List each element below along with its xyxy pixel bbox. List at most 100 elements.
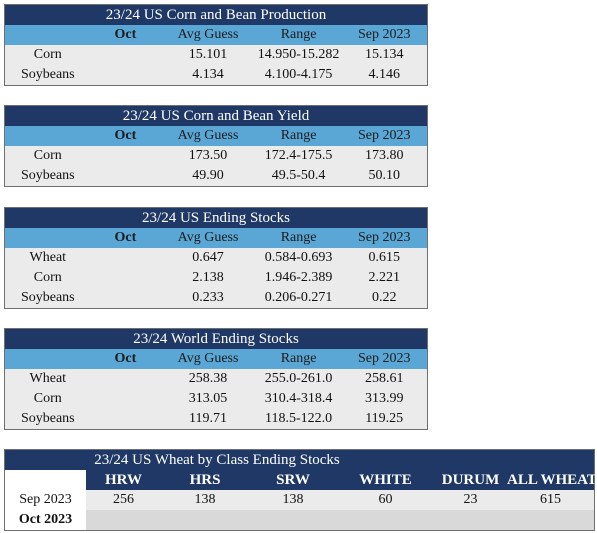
cell-oct	[91, 268, 161, 288]
header-cell-label	[5, 349, 91, 369]
cell-range: 255.0-261.0	[264, 371, 333, 386]
header-cell-hrw: HRW	[105, 472, 142, 488]
header-cell-avg-guess: Avg Guess	[177, 27, 239, 42]
cell-avg-guess: 173.50	[188, 148, 228, 163]
cell-range: 0.584-0.693	[264, 250, 333, 265]
cell-sep-2023: 173.80	[364, 148, 404, 163]
header-cell-oct: Oct	[114, 230, 137, 245]
cell-srw: 138	[282, 492, 304, 507]
cell-avg-guess: 119.71	[189, 411, 228, 426]
cell-range: 14.950-15.282	[257, 47, 340, 62]
header-cell-avg-guess: Avg Guess	[177, 128, 239, 143]
cell-sep-2023: 4.146	[368, 67, 400, 82]
cell-sep-2023: 50.10	[368, 168, 400, 183]
table-row: Soybeans 49.90 49.5-50.4 50.10	[5, 166, 427, 186]
header-cell-all-wheat: ALL WHEAT	[507, 472, 597, 488]
cell-avg-guess: 0.647	[192, 250, 224, 265]
header-cell-oct: Oct	[114, 128, 137, 143]
table-title: 23/24 US Corn and Bean Yield	[5, 106, 427, 126]
cell-all-wheat: 615	[540, 492, 561, 507]
table-title: 23/24 US Corn and Bean Production	[5, 5, 427, 25]
title-bar-extension	[429, 450, 594, 470]
table-row: Corn 173.50 172.4-175.5 173.80	[5, 146, 427, 166]
us-ending-stocks-table: 23/24 US Ending Stocks Oct Avg Guess Range S…	[4, 207, 428, 309]
table-row: Wheat 258.38 255.0-261.0 258.61	[5, 369, 427, 389]
row-label: Sep 2023	[5, 490, 86, 510]
cell-oct	[91, 65, 161, 85]
cell-avg-guess: 4.134	[192, 67, 224, 82]
wheat-class-table: 23/24 US Wheat by Class Ending Stocks HR…	[4, 449, 597, 531]
cell-avg-guess: 15.101	[188, 47, 228, 62]
cell-hrw	[86, 510, 161, 530]
cell-range: 118.5-122.0	[265, 411, 333, 426]
header-cell-sep-2023: Sep 2023	[357, 128, 411, 143]
cell-hrs	[161, 510, 249, 530]
header-cell-blank	[5, 470, 86, 490]
cell-hrs: 138	[194, 492, 216, 507]
table-row: Wheat 0.647 0.584-0.693 0.615	[5, 248, 427, 268]
header-cell-srw: SRW	[276, 472, 310, 488]
table-title: 23/24 US Ending Stocks	[5, 208, 427, 228]
cell-hrw: 256	[113, 492, 134, 507]
table-row: Corn 2.138 1.946-2.389 2.221	[5, 268, 427, 288]
cell-sep-2023: 0.22	[371, 290, 397, 305]
header-cell-avg-guess: Avg Guess	[177, 230, 239, 245]
header-cell-range: Range	[280, 128, 317, 143]
table-row: Corn 15.101 14.950-15.282 15.134	[5, 45, 427, 65]
cell-label: Corn	[33, 148, 62, 163]
cell-label: Corn	[33, 47, 62, 62]
header-cell-range: Range	[280, 27, 317, 42]
cell-sep-2023: 119.25	[365, 411, 404, 426]
header-cell-range: Range	[280, 230, 317, 245]
table-row: Soybeans 119.71 118.5-122.0 119.25	[5, 409, 427, 429]
header-row: Oct Avg Guess Range Sep 2023	[5, 126, 427, 146]
cell-oct	[91, 369, 161, 389]
table-title: 23/24 US Wheat by Class Ending Stocks	[5, 450, 429, 470]
cell-avg-guess: 0.233	[192, 290, 224, 305]
cell-oct	[91, 409, 161, 429]
cell-range: 4.100-4.175	[264, 67, 333, 82]
table-row-oct-2023: Oct 2023	[5, 510, 594, 530]
cell-range: 49.5-50.4	[271, 168, 326, 183]
table-row: Soybeans 4.134 4.100-4.175 4.146	[5, 65, 427, 85]
cell-sep-2023: 258.61	[364, 371, 404, 386]
table-row-sep-2023: Sep 2023 256 138 138 60 23 615	[5, 490, 594, 510]
header-row: Oct Avg Guess Range Sep 2023	[5, 228, 427, 248]
cell-label: Soybeans	[20, 67, 75, 82]
header-cell-label	[5, 126, 91, 146]
production-table: 23/24 US Corn and Bean Production Oct Avg …	[4, 4, 428, 86]
header-cell-hrs: HRS	[189, 472, 221, 488]
header-row: HRW HRS SRW WHITE DURUM ALL WHEAT	[5, 470, 597, 490]
cell-range: 172.4-175.5	[264, 148, 333, 163]
cell-range: 310.4-318.4	[264, 391, 333, 406]
header-cell-sep-2023: Sep 2023	[357, 27, 411, 42]
header-cell-range: Range	[280, 351, 317, 366]
cell-sep-2023: 0.615	[368, 250, 400, 265]
header-cell-oct: Oct	[114, 351, 137, 366]
cell-white	[337, 510, 434, 530]
world-ending-stocks-table: 23/24 World Ending Stocks Oct Avg Guess Ran…	[4, 328, 428, 430]
header-cell-durum: DURUM	[441, 472, 500, 488]
header-cell-white: WHITE	[359, 472, 412, 488]
cell-oct	[91, 45, 161, 65]
cell-label: Soybeans	[20, 168, 75, 183]
header-row: Oct Avg Guess Range Sep 2023	[5, 349, 427, 369]
cell-srw	[249, 510, 337, 530]
cell-label: Wheat	[29, 371, 67, 386]
header-row: Oct Avg Guess Range Sep 2023	[5, 25, 427, 45]
table-title: 23/24 World Ending Stocks	[5, 329, 427, 349]
header-cell-avg-guess: Avg Guess	[177, 351, 239, 366]
row-label: Oct 2023	[5, 510, 86, 530]
cell-avg-guess: 49.90	[192, 168, 224, 183]
cell-white: 60	[378, 492, 393, 507]
cell-oct	[91, 146, 161, 166]
cell-sep-2023: 15.134	[364, 47, 404, 62]
cell-sep-2023: 313.99	[364, 391, 404, 406]
cell-sep-2023: 2.221	[368, 270, 400, 285]
header-cell-sep-2023: Sep 2023	[357, 351, 411, 366]
cell-durum	[434, 510, 507, 530]
header-cell-oct: Oct	[114, 27, 137, 42]
cell-label: Wheat	[29, 250, 67, 265]
table-row: Corn 313.05 310.4-318.4 313.99	[5, 389, 427, 409]
cell-all-wheat	[507, 510, 594, 530]
